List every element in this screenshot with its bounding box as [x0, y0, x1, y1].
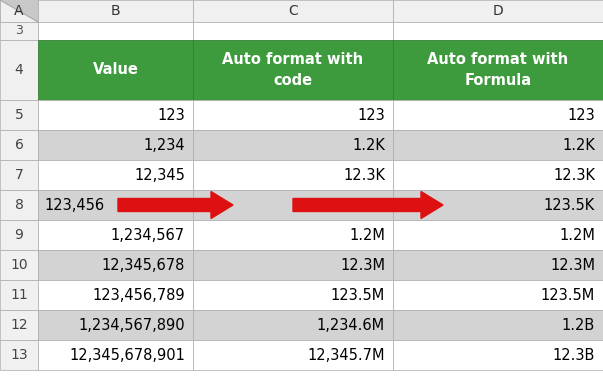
- Bar: [38, 100, 193, 130]
- Text: 1,234: 1,234: [144, 138, 185, 152]
- Bar: [38, 40, 193, 100]
- Text: 13: 13: [10, 348, 28, 362]
- Bar: [393, 220, 603, 250]
- FancyArrow shape: [293, 192, 443, 218]
- Bar: [193, 22, 393, 40]
- Text: 12: 12: [10, 318, 28, 332]
- Bar: [393, 280, 603, 310]
- Text: 1,234,567: 1,234,567: [111, 228, 185, 242]
- Bar: [393, 340, 603, 370]
- Bar: [193, 0, 393, 22]
- Bar: [0, 130, 38, 160]
- Bar: [193, 40, 393, 100]
- Text: 1,234,567,890: 1,234,567,890: [78, 318, 185, 332]
- Text: 123,456,789: 123,456,789: [92, 288, 185, 302]
- Text: 12,345.7M: 12,345.7M: [308, 347, 385, 363]
- Bar: [0, 310, 38, 340]
- Bar: [38, 250, 193, 280]
- Text: 12.3K: 12.3K: [343, 168, 385, 182]
- Bar: [0, 250, 38, 280]
- Bar: [38, 0, 193, 22]
- Text: D: D: [493, 4, 504, 18]
- Text: 1.2M: 1.2M: [349, 228, 385, 242]
- Text: 1,234.6M: 1,234.6M: [317, 318, 385, 332]
- Bar: [393, 310, 603, 340]
- Bar: [38, 340, 193, 370]
- Bar: [193, 190, 393, 220]
- Text: 11: 11: [10, 288, 28, 302]
- Text: 123.5M: 123.5M: [331, 288, 385, 302]
- Text: 3: 3: [15, 24, 23, 38]
- Text: 12.3K: 12.3K: [553, 168, 595, 182]
- Bar: [193, 250, 393, 280]
- Bar: [0, 22, 38, 40]
- Text: 1.2K: 1.2K: [352, 138, 385, 152]
- Text: 123: 123: [157, 108, 185, 122]
- Text: C: C: [288, 4, 298, 18]
- Bar: [393, 160, 603, 190]
- Text: 1.2B: 1.2B: [562, 318, 595, 332]
- Bar: [0, 0, 38, 22]
- Bar: [0, 220, 38, 250]
- Text: Auto format with
Formula: Auto format with Formula: [428, 52, 569, 88]
- Text: Value: Value: [93, 62, 139, 78]
- Bar: [38, 310, 193, 340]
- Text: 5: 5: [14, 108, 24, 122]
- Text: 123.5K: 123.5K: [333, 198, 385, 212]
- Text: 7: 7: [14, 168, 24, 182]
- Bar: [193, 340, 393, 370]
- Text: 8: 8: [14, 198, 24, 212]
- Text: 12.3B: 12.3B: [552, 347, 595, 363]
- Text: 123: 123: [567, 108, 595, 122]
- Bar: [38, 280, 193, 310]
- Bar: [193, 100, 393, 130]
- Bar: [0, 0, 38, 22]
- Bar: [393, 0, 603, 22]
- Bar: [0, 160, 38, 190]
- Text: 123.5K: 123.5K: [544, 198, 595, 212]
- Bar: [393, 100, 603, 130]
- Text: 6: 6: [14, 138, 24, 152]
- Text: A: A: [14, 4, 24, 18]
- Text: 123.5M: 123.5M: [541, 288, 595, 302]
- Bar: [393, 22, 603, 40]
- Bar: [393, 250, 603, 280]
- Text: 12.3M: 12.3M: [550, 258, 595, 272]
- Bar: [38, 220, 193, 250]
- Bar: [193, 310, 393, 340]
- Text: 12,345,678,901: 12,345,678,901: [69, 347, 185, 363]
- Bar: [193, 130, 393, 160]
- FancyArrow shape: [118, 192, 233, 218]
- Bar: [393, 40, 603, 100]
- Bar: [0, 100, 38, 130]
- Text: 1.2M: 1.2M: [559, 228, 595, 242]
- Text: 9: 9: [14, 228, 24, 242]
- Text: 1.2K: 1.2K: [562, 138, 595, 152]
- Text: 12,345,678: 12,345,678: [102, 258, 185, 272]
- Text: Auto format with
code: Auto format with code: [223, 52, 364, 88]
- Bar: [0, 190, 38, 220]
- Bar: [393, 130, 603, 160]
- Text: 4: 4: [14, 63, 24, 77]
- Text: 10: 10: [10, 258, 28, 272]
- Bar: [0, 340, 38, 370]
- Bar: [393, 190, 603, 220]
- Bar: [38, 22, 193, 40]
- Text: 123,456: 123,456: [44, 198, 104, 212]
- Polygon shape: [0, 0, 38, 22]
- Bar: [193, 280, 393, 310]
- Bar: [38, 160, 193, 190]
- Bar: [38, 130, 193, 160]
- Text: B: B: [111, 4, 121, 18]
- Bar: [0, 280, 38, 310]
- Bar: [0, 40, 38, 100]
- Bar: [193, 160, 393, 190]
- Text: 12,345: 12,345: [134, 168, 185, 182]
- Text: 12.3M: 12.3M: [340, 258, 385, 272]
- Bar: [38, 190, 193, 220]
- Text: 123: 123: [357, 108, 385, 122]
- Bar: [193, 220, 393, 250]
